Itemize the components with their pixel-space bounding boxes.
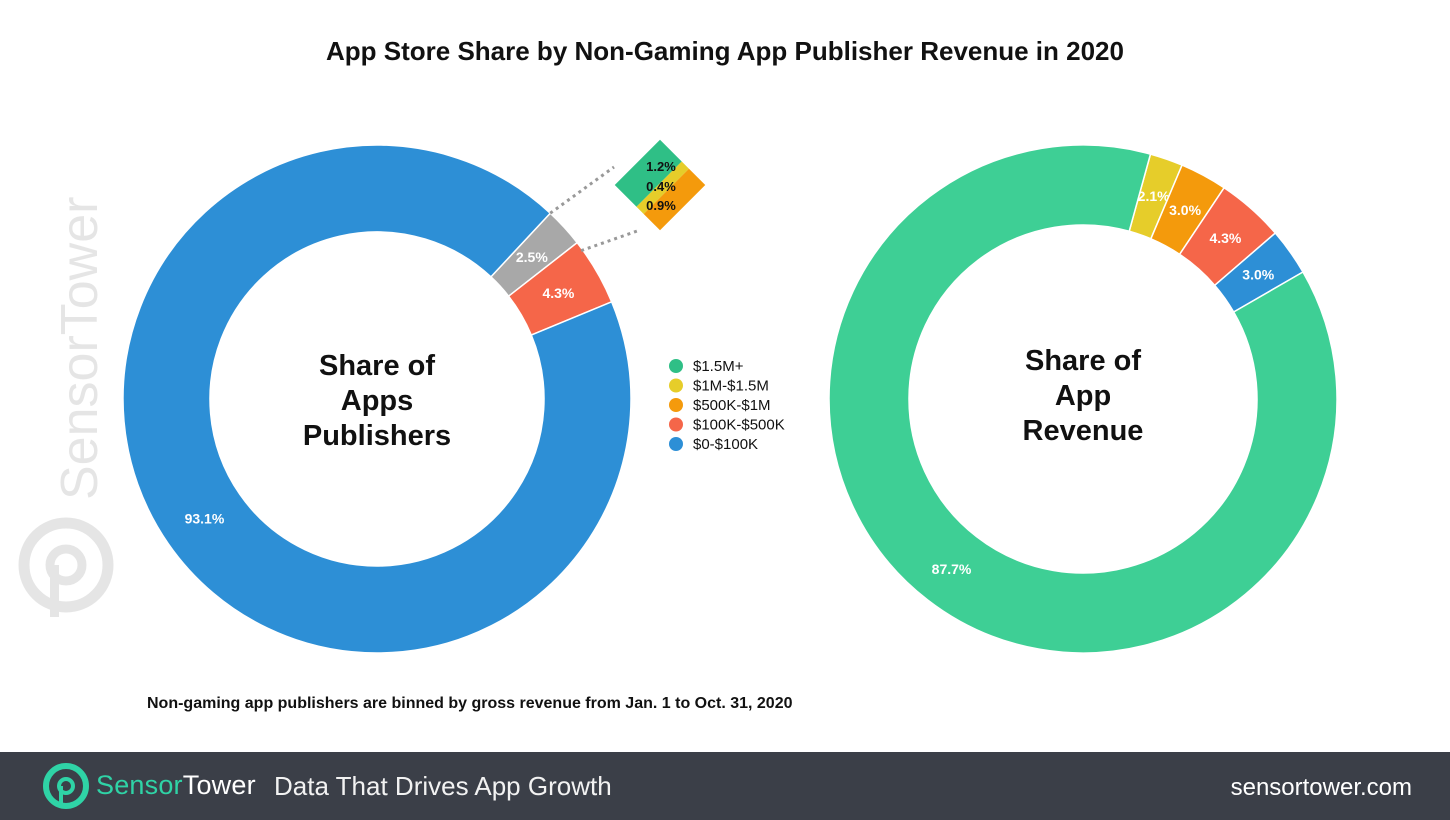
slice-0-100k [122,144,632,654]
breakout-500k-1m [643,168,706,231]
legend-label-1m-1-5m: $1M-$1.5M [693,378,769,395]
center-label-line: Share of [1025,345,1141,377]
center-label-line: App [1055,380,1111,412]
breakout-1-5m [614,139,682,207]
slice-label-100k-500k: 4.3% [542,285,574,301]
legend-swatch-100k-500k [669,417,683,432]
breakout-label-1-5m: 1.2% [646,159,676,174]
footnote: Non-gaming app publishers are binned by … [147,695,793,712]
slice-label-1-5m: 87.7% [932,561,972,577]
legend-label-100k-500k: $100K-$500K [693,417,785,434]
breakout-stack: 1.2% 0.4% 0.9% [549,139,706,253]
sensortower-watermark: SensorTower [18,197,114,617]
breakout-label-1m-1-5m: 0.4% [646,179,676,194]
legend-swatch-1-5m [669,359,683,373]
connector-line [549,165,615,215]
footer-bar: SensorTower Data That Drives App Growth … [0,752,1450,820]
center-label-line: Revenue [1023,415,1144,447]
tagline: Data That Drives App Growth [274,771,612,801]
slice-label-500k-1m: 3.0% [1169,202,1201,218]
legend-label-500k-1m: $500K-$1M [693,397,771,414]
legend: $1.5M+ $1M-$1.5M $500K-$1M $100K-$500K $0-$1… [669,358,785,453]
slice-label-0-100k: 93.1% [185,511,225,527]
donut-charts: 2.5%4.3%93.1%Share ofAppsPublishers1.2%0… [122,139,1338,654]
connector-line [580,228,641,253]
slice-label-0-100k: 3.0% [1242,266,1274,282]
center-label-line: Publishers [303,420,451,452]
breakout-1m-1-5m [636,161,689,214]
breakout-label-500k-1m: 0.9% [646,198,676,213]
legend-swatch-1m-1-5m [669,378,683,393]
site-url[interactable]: sensortower.com [1230,774,1412,801]
legend-swatch-500k-1m [669,398,683,412]
brand-name: SensorTower [96,770,256,800]
watermark-logo-icon [18,517,114,613]
slice-1-5m [828,144,1338,654]
sensortower-logo-icon [43,763,89,809]
center-label-line: Share of [319,350,435,382]
legend-label-1-5m: $1.5M+ [693,358,744,375]
chart-title: App Store Share by Non-Gaming App Publis… [326,36,1124,66]
center-label-line: Apps [341,385,414,417]
watermark-text: SensorTower [51,197,109,500]
slice-label-1m-1-5m: 2.1% [1138,188,1170,204]
slice-label-100k-500k: 4.3% [1209,230,1241,246]
slice-label-500k-combined: 2.5% [516,249,548,265]
legend-swatch-0-100k [669,437,683,451]
legend-label-0-100k: $0-$100K [693,436,758,453]
